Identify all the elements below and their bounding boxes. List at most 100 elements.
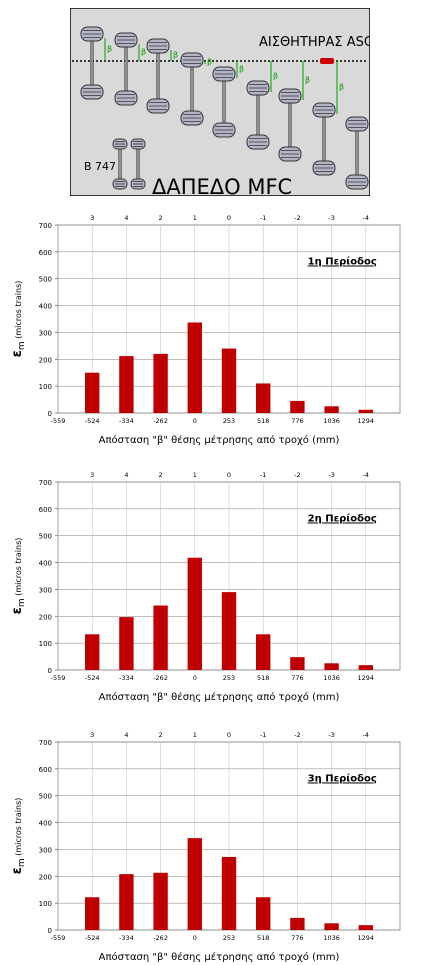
- y-tick-label: 300: [39, 329, 52, 337]
- top-tick-label: -1: [260, 731, 266, 739]
- bar: [290, 400, 305, 413]
- y-tick-label: 300: [39, 586, 52, 594]
- top-tick-label: 4: [124, 214, 128, 222]
- y-tick-label: 100: [39, 640, 52, 648]
- bar: [221, 856, 237, 930]
- x-tick-label: 1294: [358, 674, 375, 682]
- x-tick-label: -524: [85, 934, 100, 942]
- x-axis-label: Απόσταση "β" θέσης μέτρησης από τροχό (m…: [99, 691, 340, 703]
- bar: [187, 557, 202, 670]
- top-tick-label: 3: [90, 471, 94, 479]
- top-tick-label: 4: [124, 471, 128, 479]
- x-tick-label: 0: [193, 674, 197, 682]
- bar: [153, 872, 168, 930]
- y-tick-label: 100: [39, 900, 52, 908]
- sensor-label: ΑΙΣΘΗΤΗΡΑΣ ASG: [259, 35, 370, 50]
- x-axis-label: Απόσταση "β" θέσης μέτρησης από τροχό (m…: [99, 434, 340, 446]
- beta-text-3: β: [173, 51, 178, 60]
- y-tick-label: 200: [39, 356, 52, 364]
- y-tick-label: 600: [39, 506, 52, 514]
- x-tick-label: 0: [193, 934, 197, 942]
- beta-text-2: β: [141, 48, 146, 57]
- y-tick-label: 400: [39, 820, 52, 828]
- bar: [290, 657, 305, 670]
- bar: [153, 353, 168, 413]
- top-tick-label: 0: [227, 471, 231, 479]
- beta-text-4: β: [207, 58, 212, 67]
- y-tick-label: 200: [39, 873, 52, 881]
- top-tick-label: -4: [363, 214, 369, 222]
- x-tick-label: -524: [85, 417, 100, 425]
- bar: [119, 874, 134, 930]
- top-tick-label: -1: [260, 471, 266, 479]
- floor-label: ΔΑΠΕΔΟ MFC: [152, 175, 292, 196]
- bar: [358, 925, 373, 930]
- x-tick-label: -262: [153, 934, 168, 942]
- y-tick-label: 500: [39, 793, 52, 801]
- aircraft-label: B 747: [84, 160, 116, 173]
- x-tick-label: 1294: [358, 417, 375, 425]
- top-tick-label: -1: [260, 214, 266, 222]
- top-tick-label: 1: [193, 471, 197, 479]
- top-tick-label: 2: [159, 471, 163, 479]
- x-tick-label: 1036: [323, 674, 340, 682]
- gear-layout-diagram: β β β β β β β β ΑΙΣΘΗΤΗΡΑΣ ASG B 747 ΔΑΠΕΔΟ MFC: [69, 7, 374, 199]
- x-tick-label: 0: [193, 417, 197, 425]
- bar: [324, 663, 339, 670]
- y-tick-label: 500: [39, 276, 52, 284]
- chart-title: 3η Περίοδος: [308, 772, 377, 784]
- top-tick-label: -2: [294, 731, 300, 739]
- y-tick-label: 100: [39, 383, 52, 391]
- x-tick-label: -524: [85, 674, 100, 682]
- x-tick-label: -334: [119, 674, 134, 682]
- bar: [85, 372, 100, 413]
- top-tick-label: 1: [193, 214, 197, 222]
- y-tick-label: 700: [39, 479, 52, 487]
- bar: [256, 897, 271, 930]
- x-tick-label: 253: [223, 417, 235, 425]
- x-tick-label: -559: [51, 674, 66, 682]
- bar: [221, 592, 237, 670]
- x-tick-label: 776: [291, 934, 303, 942]
- chart-panel-2: 0 100 200 300 400 500 600 700 -559 -524 -334 -262 0 2…: [0, 465, 439, 705]
- x-tick-label: -559: [51, 934, 66, 942]
- top-tick-label: -3: [328, 731, 334, 739]
- y-tick-label: 600: [39, 249, 52, 257]
- diagram-svg: β β β β β β β β ΑΙΣΘΗΤΗΡΑΣ ASG B 747 ΔΑΠΕΔΟ MFC: [69, 7, 374, 199]
- y-tick-label: 0: [48, 410, 52, 418]
- x-tick-label: 253: [223, 674, 235, 682]
- x-tick-label: 253: [223, 934, 235, 942]
- x-tick-label: -262: [153, 674, 168, 682]
- top-tick-label: 2: [159, 731, 163, 739]
- bar: [256, 383, 271, 413]
- y-axis-label: εm (micros trains): [10, 798, 27, 875]
- beta-text-5: β: [239, 65, 244, 74]
- bar: [119, 356, 134, 413]
- x-tick-label: 1294: [358, 934, 375, 942]
- top-tick-label: 0: [227, 214, 231, 222]
- bar: [85, 897, 100, 930]
- x-tick-label: 1036: [323, 934, 340, 942]
- bar: [324, 406, 339, 413]
- top-tick-label: 3: [90, 731, 94, 739]
- x-tick-label: 776: [291, 674, 303, 682]
- beta-text-6: β: [273, 72, 278, 81]
- bar: [290, 917, 305, 930]
- x-tick-label: 518: [257, 934, 269, 942]
- top-tick-label: 1: [193, 731, 197, 739]
- bar: [85, 634, 100, 670]
- chart-panel-1: 0 100 200 300 400 500 600 700 -559 -524 -334 -262 0 2…: [0, 208, 439, 448]
- bar: [358, 665, 373, 670]
- x-tick-label: -334: [119, 417, 134, 425]
- top-tick-label: 0: [227, 731, 231, 739]
- bar: [187, 322, 202, 413]
- y-tick-label: 600: [39, 766, 52, 774]
- y-tick-label: 400: [39, 303, 52, 311]
- x-axis-label: Απόσταση "β" θέσης μέτρησης από τροχό (m…: [99, 951, 340, 963]
- y-tick-label: 700: [39, 222, 52, 230]
- x-tick-label: 1036: [323, 417, 340, 425]
- beta-text-7: β: [305, 76, 310, 85]
